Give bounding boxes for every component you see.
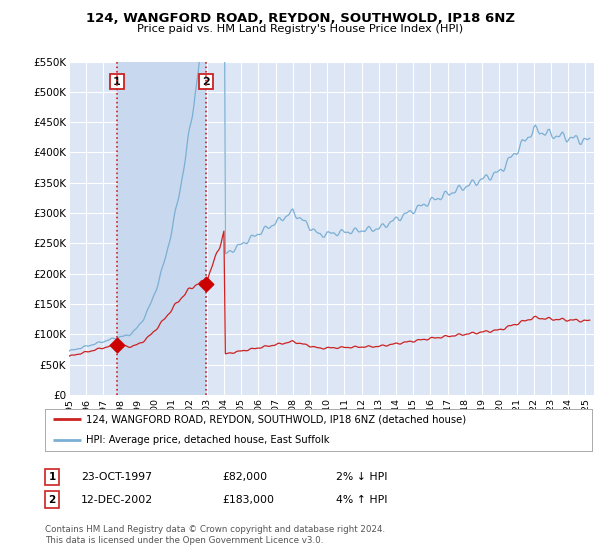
Text: 124, WANGFORD ROAD, REYDON, SOUTHWOLD, IP18 6NZ (detached house): 124, WANGFORD ROAD, REYDON, SOUTHWOLD, I… xyxy=(86,414,466,424)
Text: 12-DEC-2002: 12-DEC-2002 xyxy=(81,494,153,505)
Text: £82,000: £82,000 xyxy=(222,472,267,482)
Text: Contains HM Land Registry data © Crown copyright and database right 2024.
This d: Contains HM Land Registry data © Crown c… xyxy=(45,525,385,545)
Text: 124, WANGFORD ROAD, REYDON, SOUTHWOLD, IP18 6NZ: 124, WANGFORD ROAD, REYDON, SOUTHWOLD, I… xyxy=(86,12,515,25)
Text: £183,000: £183,000 xyxy=(222,494,274,505)
Text: 1: 1 xyxy=(113,77,121,87)
Point xyxy=(201,279,211,288)
Point xyxy=(112,340,122,349)
Bar xyxy=(117,62,206,395)
Text: 4% ↑ HPI: 4% ↑ HPI xyxy=(336,494,388,505)
Text: 23-OCT-1997: 23-OCT-1997 xyxy=(81,472,152,482)
Text: Price paid vs. HM Land Registry's House Price Index (HPI): Price paid vs. HM Land Registry's House … xyxy=(137,24,463,34)
Text: 1: 1 xyxy=(49,472,56,482)
Text: 2% ↓ HPI: 2% ↓ HPI xyxy=(336,472,388,482)
Text: HPI: Average price, detached house, East Suffolk: HPI: Average price, detached house, East… xyxy=(86,435,329,445)
Text: 2: 2 xyxy=(202,77,210,87)
Text: 2: 2 xyxy=(49,494,56,505)
